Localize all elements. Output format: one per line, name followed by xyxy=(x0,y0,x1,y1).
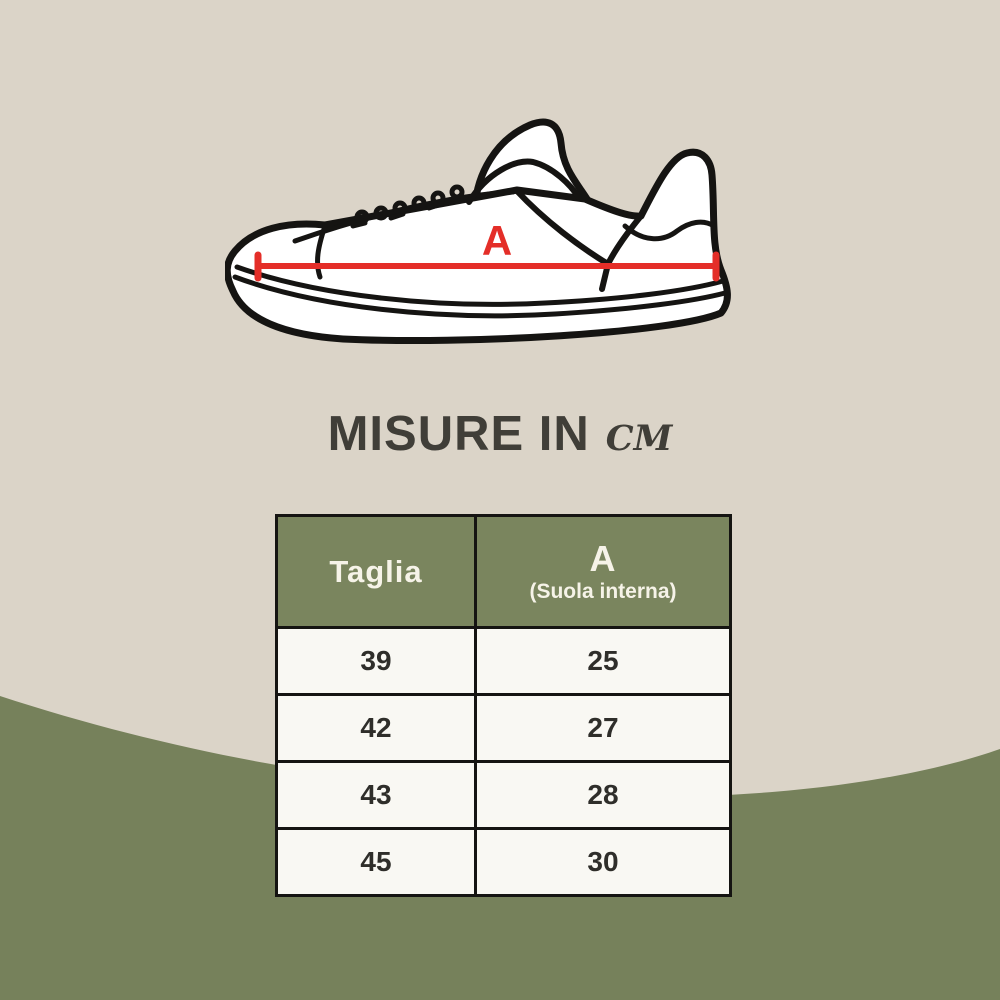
table-row: 43 28 xyxy=(275,760,732,830)
cell-a: 28 xyxy=(474,760,732,830)
header-a-sublabel: (Suola interna) xyxy=(529,579,677,603)
cell-a: 30 xyxy=(474,827,732,897)
table-row: 45 30 xyxy=(275,827,732,897)
cell-a: 25 xyxy=(474,626,732,696)
size-table: Taglia A (Suola interna) 39 25 42 27 43 … xyxy=(275,514,732,897)
cell-taglia: 43 xyxy=(275,760,477,830)
title-unit: CM xyxy=(605,418,673,459)
size-table-header-row: Taglia A (Suola interna) xyxy=(275,514,732,629)
header-cell-a: A (Suola interna) xyxy=(474,514,732,629)
sneaker-laces xyxy=(350,184,465,229)
cell-taglia: 39 xyxy=(275,626,477,696)
sneaker-quarter-seam-left xyxy=(514,188,611,267)
sneaker-midsole-line-2 xyxy=(232,274,728,319)
cell-a: 27 xyxy=(474,693,732,763)
header-a-label: A xyxy=(589,537,617,579)
sneaker-illustration: A xyxy=(225,95,745,355)
measurement-label: A xyxy=(482,217,512,264)
table-row: 39 25 xyxy=(275,626,732,696)
sneaker-heel-overlay xyxy=(622,219,717,242)
measurement-line xyxy=(254,251,720,282)
header-taglia-label: Taglia xyxy=(329,553,423,589)
header-cell-taglia: Taglia xyxy=(275,514,477,629)
sneaker-toe-seam xyxy=(315,223,328,280)
sneaker-midsole-line-1 xyxy=(234,264,726,307)
cell-taglia: 42 xyxy=(275,693,477,763)
title-main: MISURE IN xyxy=(327,407,590,461)
table-row: 42 27 xyxy=(275,693,732,763)
page-title: MISURE IN CM xyxy=(0,405,1000,467)
cell-taglia: 45 xyxy=(275,827,477,897)
sneaker-collar-line xyxy=(466,158,582,205)
